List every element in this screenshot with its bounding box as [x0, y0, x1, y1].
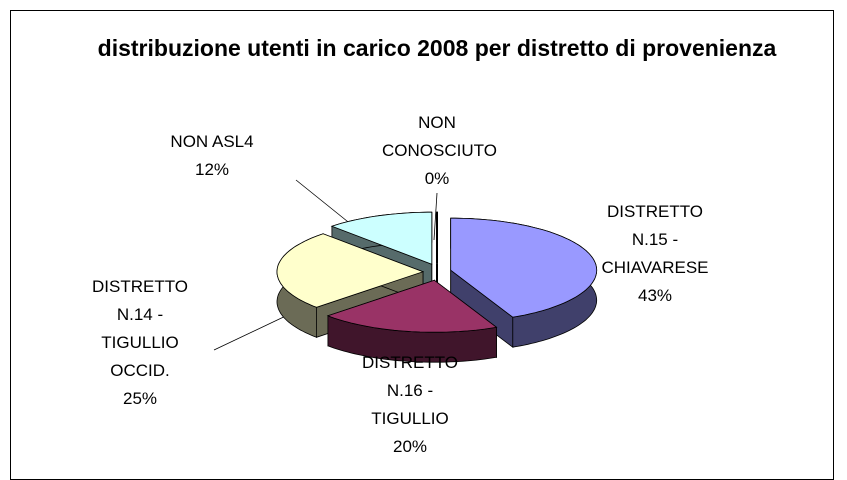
- slice: [276, 233, 425, 308]
- value-label: 0%: [424, 169, 450, 188]
- value-label: 12%: [194, 160, 230, 179]
- pie: [276, 211, 598, 363]
- category-label: DISTRETTO N.15 - CHIAVARESE: [601, 202, 709, 277]
- value-label: 20%: [392, 437, 428, 456]
- leader-line: [433, 192, 438, 241]
- chart: [213, 179, 598, 363]
- category-label: NON ASL4: [170, 132, 254, 151]
- slice: [450, 217, 598, 318]
- value-label: 25%: [122, 389, 158, 408]
- slice: [330, 211, 433, 265]
- data-label: NON CONOSCIUTO 0%: [382, 109, 497, 193]
- data-label: DISTRETTO N.16 - TIGULLIO 20%: [360, 349, 460, 461]
- leader-line: [213, 312, 293, 351]
- category-label: DISTRETTO N.16 - TIGULLIO: [361, 353, 459, 428]
- value-label: 43%: [637, 286, 673, 305]
- chart-title: distribuzione utenti in carico 2008 per …: [97, 35, 777, 61]
- category-label: DISTRETTO N.14 - TIGULLIO OCCID.: [91, 277, 189, 380]
- data-label: DISTRETTO N.15 - CHIAVARESE 43%: [590, 198, 720, 310]
- data-label: DISTRETTO N.14 - TIGULLIO OCCID. 25%: [90, 273, 190, 413]
- data-label: NON ASL4 12%: [167, 128, 257, 184]
- page: distribuzione utenti in carico 2008 per …: [10, 10, 834, 480]
- slice: [326, 279, 498, 333]
- category-label: NON CONOSCIUTO: [382, 113, 497, 160]
